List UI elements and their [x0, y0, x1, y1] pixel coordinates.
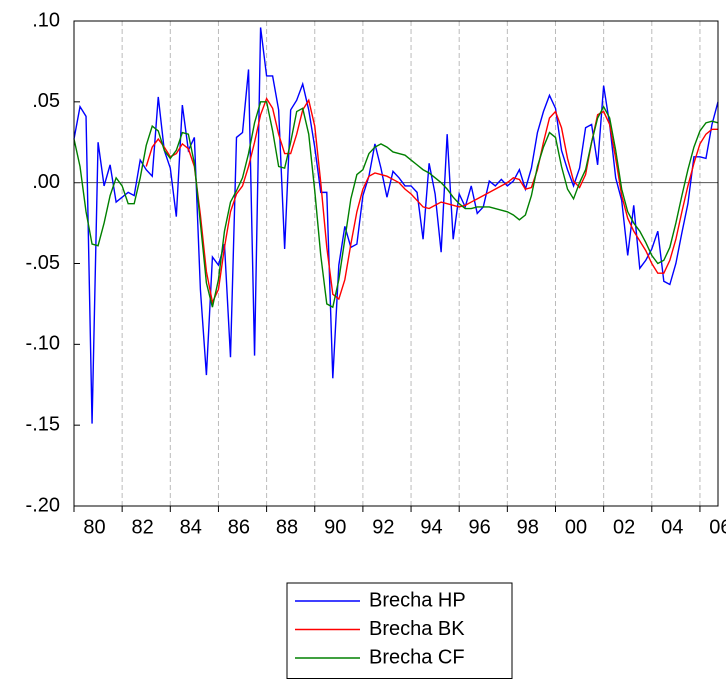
series-line [73, 101, 719, 309]
plot-frame [73, 20, 719, 507]
y-tick-label: -.15 [26, 413, 60, 435]
x-tick-label: 00 [565, 516, 587, 538]
x-tick-label: 98 [517, 516, 539, 538]
x-tick-label: 04 [661, 516, 683, 538]
x-tick-label: 80 [83, 516, 105, 538]
series-line [145, 97, 718, 305]
x-tick-label: 82 [131, 516, 153, 538]
y-tick-label: .00 [32, 171, 60, 193]
x-tick-label: 88 [276, 516, 298, 538]
legend-box [286, 582, 513, 679]
legend-label: Brecha CF [369, 646, 465, 668]
x-tick-label: 96 [469, 516, 491, 538]
y-tick-label: .10 [32, 9, 60, 31]
y-tick-label: -.20 [26, 494, 60, 516]
x-tick-label: 94 [420, 516, 442, 538]
x-tick-label: 86 [228, 516, 250, 538]
y-tick-label: .05 [32, 90, 60, 112]
legend-label: Brecha BK [369, 618, 465, 640]
y-tick-label: -.10 [26, 333, 60, 355]
x-tick-label: 92 [372, 516, 394, 538]
x-tick-label: 84 [180, 516, 202, 538]
x-tick-label: 90 [324, 516, 346, 538]
x-tick-label: 06 [709, 516, 726, 538]
x-tick-label: 02 [613, 516, 635, 538]
y-tick-label: -.05 [26, 252, 60, 274]
legend-label: Brecha HP [369, 589, 466, 611]
plot-area [74, 21, 718, 506]
